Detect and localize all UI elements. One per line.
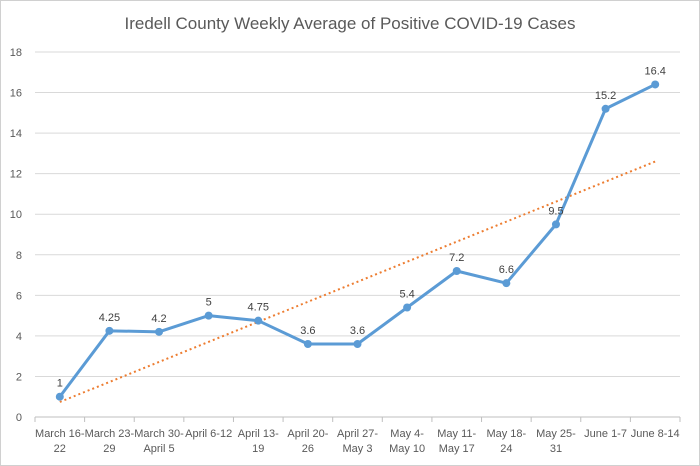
x-tick-label: April 13-19 [238, 428, 279, 455]
x-tick-label: April 20-26 [287, 428, 328, 455]
x-tick-label: May 25-31 [536, 428, 576, 455]
y-tick-label: 4 [16, 331, 22, 343]
x-tick-label: June 1-7 [584, 428, 627, 440]
data-labels: 14.25 4.25 4.753.6 3.65.47.26.69.515.216.4 [57, 65, 666, 389]
chart-title: Iredell County Weekly Average of Positiv… [124, 14, 576, 33]
x-tick-label: April 6-12 [185, 428, 232, 440]
data-label: 3.6 [300, 325, 315, 337]
series-group [55, 80, 660, 401]
y-tick-label: 2 [16, 371, 22, 383]
data-point [105, 326, 114, 335]
data-point [254, 316, 263, 325]
x-tick-label: May 18-24 [486, 428, 526, 455]
y-axis-ticks: 0 2 4 6 8 10 12 14 16 18 [10, 47, 22, 424]
y-tick-label: 18 [10, 47, 22, 59]
data-point [551, 220, 560, 229]
data-point [55, 392, 64, 401]
x-tick-label: March 16-22 [35, 428, 85, 455]
data-point [651, 80, 660, 89]
x-tick-label: March 23-29 [85, 428, 135, 455]
y-tick-label: 14 [10, 128, 22, 140]
data-point [303, 340, 312, 348]
data-point [204, 311, 213, 320]
x-tick-label: May 11-May 17 [437, 428, 476, 455]
data-point [601, 104, 610, 113]
x-tick-label: April 27-May 3 [337, 428, 378, 455]
gridlines [35, 51, 680, 418]
data-label: 7.2 [449, 252, 464, 264]
y-tick-label: 12 [10, 169, 22, 181]
data-point [155, 327, 164, 336]
data-label: 6.6 [499, 264, 514, 276]
series-line [58, 83, 656, 398]
data-label: 4.2 [151, 313, 166, 325]
trendline [59, 160, 656, 403]
trendline-group [59, 160, 656, 403]
y-tick-label: 10 [10, 209, 22, 221]
x-tick-label: May 4-May 10 [389, 428, 425, 455]
data-label: 16.4 [644, 65, 665, 77]
data-point [452, 267, 461, 275]
y-tick-label: 6 [16, 290, 22, 302]
y-tick-label: 16 [10, 88, 22, 100]
data-label: 5 [206, 297, 212, 309]
y-tick-label: 8 [16, 250, 22, 262]
y-tick-label: 0 [16, 412, 22, 424]
data-point [502, 279, 511, 288]
data-point [353, 340, 362, 348]
data-label: 4.25 [99, 312, 120, 324]
data-label: 4.75 [248, 302, 269, 314]
x-tick-label: June 8-14 [631, 428, 680, 440]
data-point [403, 303, 412, 312]
data-label: 1 [57, 378, 63, 390]
data-label: 3.6 [350, 325, 365, 337]
data-label: 15.2 [595, 90, 616, 102]
data-label: 5.4 [399, 289, 414, 301]
data-label: 9.5 [548, 205, 563, 217]
x-tick-label: March 30-April 5 [134, 428, 184, 455]
